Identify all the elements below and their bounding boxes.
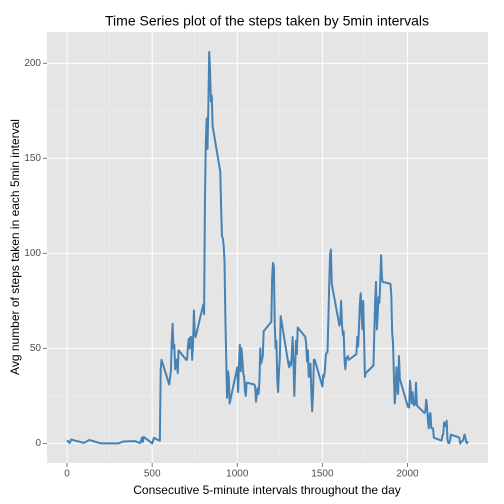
x-tick-label: 2000 (396, 469, 419, 480)
y-tick-label: 100 (24, 248, 41, 259)
x-axis-label: Consecutive 5-minute intervals throughou… (133, 483, 401, 497)
panel (47, 32, 488, 463)
y-axis-label: Avg number of steps taken in each 5min i… (8, 119, 22, 375)
y-tick-label: 50 (30, 343, 42, 354)
chart-title: Time Series plot of the steps taken by 5… (105, 13, 429, 29)
y-tick-label: 200 (24, 58, 41, 69)
x-tick-label: 1500 (311, 469, 334, 480)
x-tick-label: 1000 (226, 469, 249, 480)
x-tick-label: 0 (64, 469, 70, 480)
y-tick-label: 0 (35, 438, 41, 449)
series-line (66, 50, 469, 445)
x-tick-label: 500 (144, 469, 161, 480)
y-tick-label: 150 (24, 153, 41, 164)
